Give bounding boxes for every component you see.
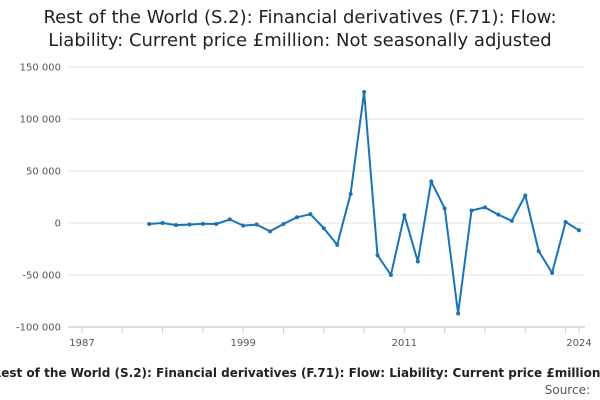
x-tick-label: 1987 [69,338,94,349]
gridlines [68,66,585,328]
data-point [254,222,259,227]
y-axis-ticks: 150 000 100 000 50 000 0 -50 000 -100 000 [16,63,61,334]
source-label: Source: [544,383,590,397]
data-point [536,249,541,254]
data-point [174,223,179,228]
data-point [429,179,434,184]
x-tick-label: 1999 [230,338,255,349]
data-point [294,215,299,220]
data-point [482,205,487,210]
y-tick-label: -50 000 [22,271,61,282]
data-point [268,229,273,234]
series-line [149,91,580,315]
data-point [523,193,528,198]
data-point [415,259,420,264]
data-point [187,222,192,227]
data-point [147,222,152,227]
data-point [200,221,205,226]
y-tick-label: 150 000 [20,63,61,74]
data-point [335,242,340,247]
data-point [442,206,447,211]
data-point [456,311,461,316]
data-point [348,191,353,196]
data-point [509,218,514,223]
data-series [147,89,581,316]
x-axis: 1987 1999 2011 2024 [68,326,592,349]
data-point [160,221,165,225]
data-point [496,212,501,217]
data-point [550,270,555,275]
data-point [321,226,326,231]
data-point [362,89,367,94]
data-point [214,222,219,227]
bottom-caption: Rest of the World (S.2): Financial deriv… [0,366,600,380]
chart-title: Rest of the World (S.2): Financial deriv… [0,6,600,52]
chart-title-line-1: Rest of the World (S.2): Financial deriv… [43,7,557,28]
x-tick-label: 2011 [392,338,417,349]
y-tick-label: -100 000 [16,323,61,334]
data-point [402,213,407,218]
chart-title-line-2: Liability: Current price £million: Not s… [48,30,552,51]
data-point [388,273,393,277]
data-point [281,222,286,227]
data-point [227,217,232,222]
data-point [308,212,313,217]
y-tick-label: 50 000 [26,167,61,178]
data-point [375,253,380,258]
data-point [469,208,474,213]
data-point [577,228,581,233]
x-tick-label: 2024 [566,338,591,349]
y-tick-label: 100 000 [20,115,61,126]
data-point [241,223,246,228]
y-tick-label: 0 [55,219,61,230]
data-point [563,219,568,224]
